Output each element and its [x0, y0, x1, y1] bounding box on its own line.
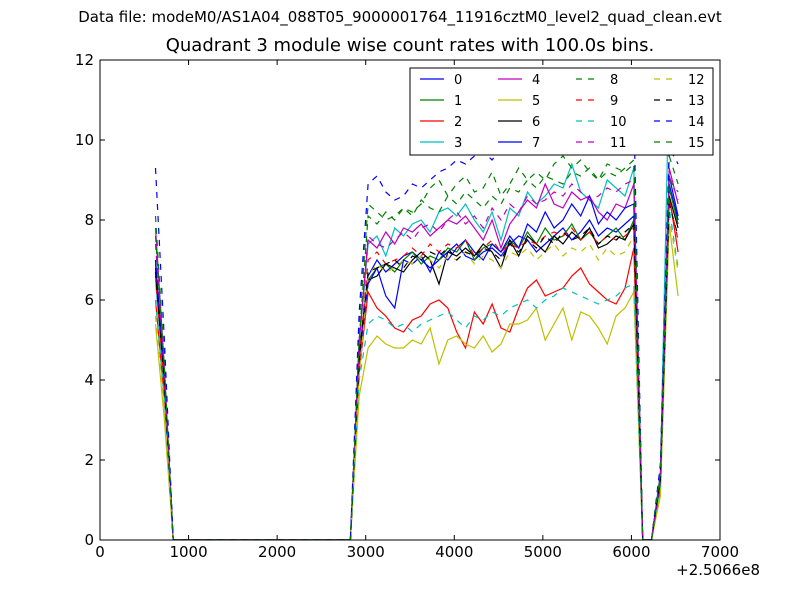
series-line-5: [154, 223, 679, 540]
legend-label-14: 14: [688, 115, 705, 130]
x-tick-label: 3000: [347, 543, 385, 561]
legend-label-3: 3: [454, 136, 462, 151]
x-tick-label: 7000: [701, 543, 739, 561]
x-tick-label: 5000: [524, 543, 562, 561]
legend-label-4: 4: [532, 73, 540, 88]
legend-label-1: 1: [454, 94, 462, 109]
legend-label-6: 6: [532, 115, 540, 130]
y-tick-label: 0: [84, 531, 94, 549]
figure-suptitle: Data file: modeM0/AS1A04_088T05_90000017…: [78, 8, 722, 26]
series-line-7: [154, 175, 679, 540]
x-tick-label: 0: [95, 543, 105, 561]
series-line-2: [154, 195, 679, 540]
x-tick-label: 1000: [169, 543, 207, 561]
legend-label-5: 5: [532, 94, 540, 109]
series-line-0: [154, 183, 679, 540]
legend-label-8: 8: [610, 73, 618, 88]
x-tick-label: 2000: [258, 543, 296, 561]
chart-title: Quadrant 3 module wise count rates with …: [165, 35, 655, 56]
y-tick-label: 10: [75, 131, 94, 149]
series-line-6: [154, 195, 679, 540]
y-tick-label: 2: [84, 451, 94, 469]
legend-label-0: 0: [454, 73, 462, 88]
series-line-14: [154, 106, 679, 540]
legend-label-10: 10: [610, 115, 627, 130]
legend-label-15: 15: [688, 136, 705, 151]
legend-label-12: 12: [688, 73, 705, 88]
x-tick-label: 6000: [612, 543, 650, 561]
series-line-12: [154, 215, 679, 540]
series-line-4: [154, 167, 679, 540]
y-tick-label: 8: [84, 211, 94, 229]
legend-label-2: 2: [454, 115, 462, 130]
y-tick-label: 12: [75, 51, 94, 69]
legend-label-7: 7: [532, 136, 540, 151]
series-line-13: [154, 203, 679, 540]
series-line-9: [154, 199, 679, 540]
series-line-15: [154, 158, 679, 540]
legend-label-11: 11: [610, 136, 627, 151]
legend-box: [409, 67, 714, 156]
x-tick-label: 4000: [435, 543, 473, 561]
y-tick-label: 4: [84, 371, 94, 389]
series-line-11: [154, 175, 679, 540]
series-line-1: [154, 187, 679, 540]
legend-label-13: 13: [688, 94, 705, 109]
x-axis-offset-label: +2.5066e8: [676, 561, 760, 579]
legend-label-9: 9: [610, 94, 618, 109]
y-tick-label: 6: [84, 291, 94, 309]
